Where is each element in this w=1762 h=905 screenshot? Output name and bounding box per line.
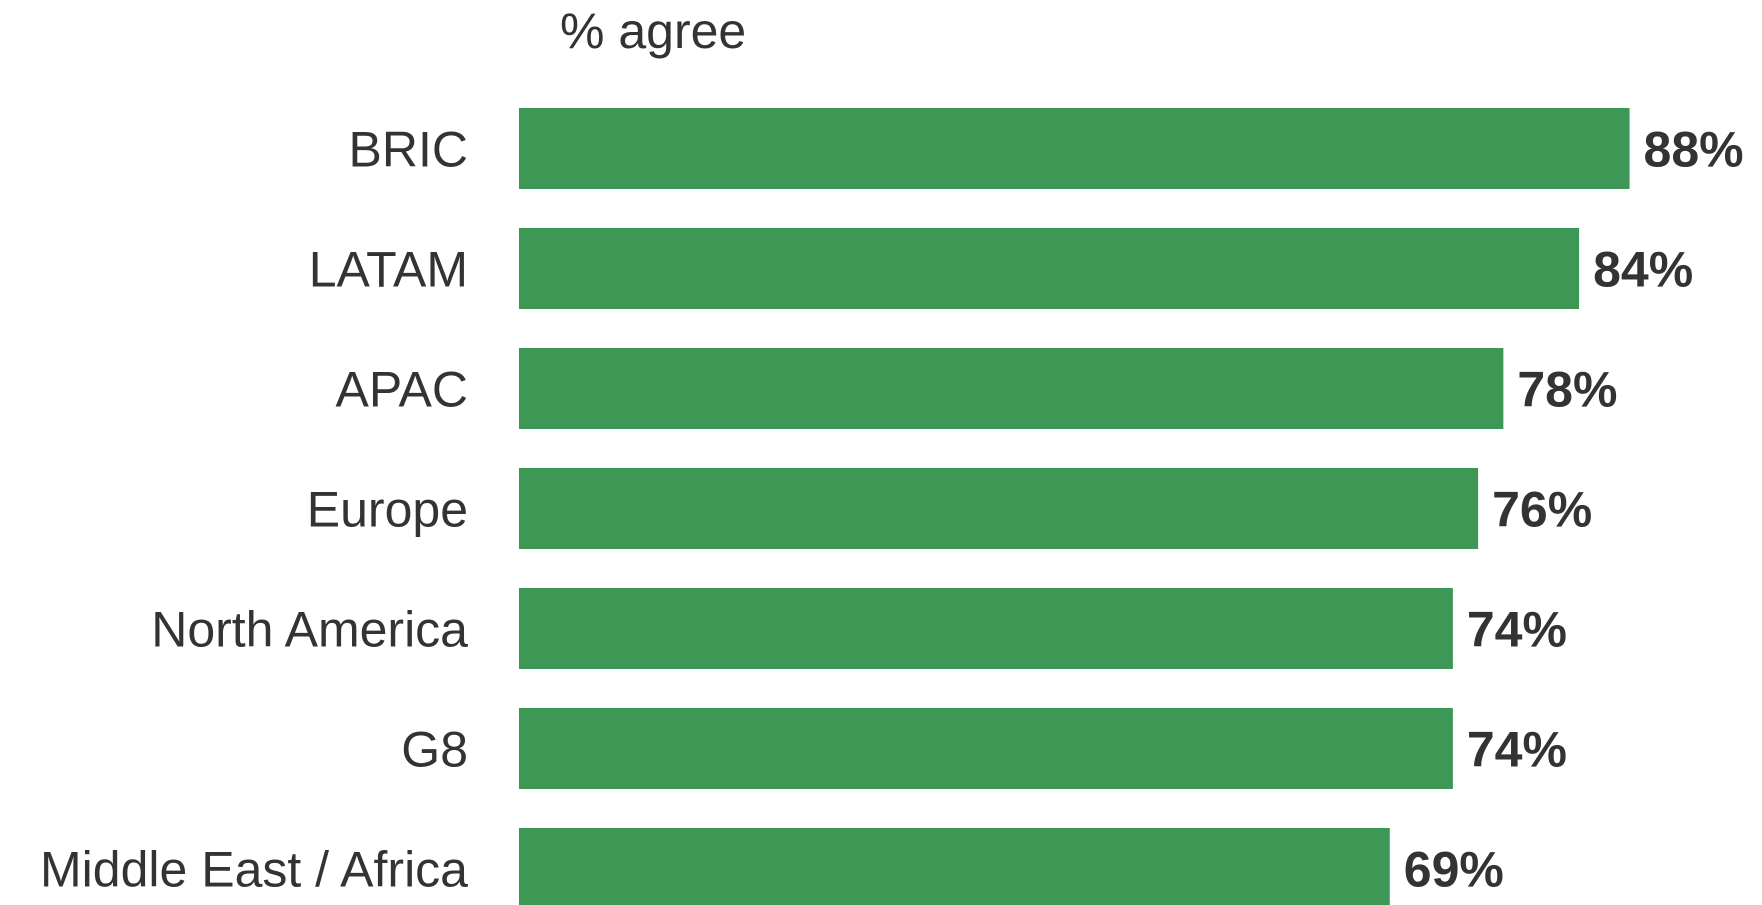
category-label: BRIC xyxy=(349,122,468,178)
value-label: 69% xyxy=(1404,842,1504,898)
category-label: North America xyxy=(151,602,468,658)
bar xyxy=(519,228,1580,309)
bar xyxy=(519,588,1453,669)
value-label: 84% xyxy=(1593,242,1693,298)
value-label: 74% xyxy=(1467,722,1567,778)
value-label: 76% xyxy=(1492,482,1592,538)
bar xyxy=(519,348,1504,429)
value-label: 74% xyxy=(1467,602,1567,658)
bar xyxy=(519,828,1390,905)
category-label: Europe xyxy=(307,482,468,538)
bars xyxy=(519,108,1630,905)
bar xyxy=(519,468,1479,549)
category-label: G8 xyxy=(401,722,468,778)
value-labels: 88% 84% 78% 76% 74% 74% 69% xyxy=(1404,122,1744,898)
category-label: LATAM xyxy=(309,242,468,298)
category-label: APAC xyxy=(336,362,468,418)
bar xyxy=(519,108,1630,189)
bar xyxy=(519,708,1453,789)
axis-title: % agree xyxy=(560,3,746,59)
category-labels: BRIC LATAM APAC Europe North America G8 Middle… xyxy=(40,122,468,898)
value-label: 78% xyxy=(1517,362,1617,418)
value-label: 88% xyxy=(1644,122,1744,178)
category-label: Middle East / Africa xyxy=(40,842,468,898)
